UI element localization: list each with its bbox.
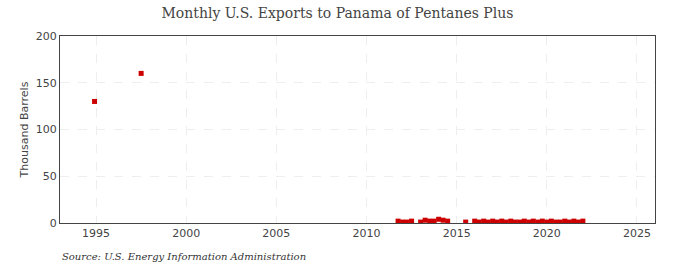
svg-text:200: 200 xyxy=(36,30,57,43)
svg-text:Source: U.S. Energy Informatio: Source: U.S. Energy Information Administ… xyxy=(62,251,306,262)
svg-text:150: 150 xyxy=(36,77,57,90)
svg-text:2025: 2025 xyxy=(623,227,651,240)
svg-text:100: 100 xyxy=(36,123,57,136)
svg-text:Thousand Barrels: Thousand Barrels xyxy=(18,81,31,178)
svg-text:2010: 2010 xyxy=(353,227,381,240)
svg-text:2005: 2005 xyxy=(262,227,290,240)
svg-text:2015: 2015 xyxy=(443,227,471,240)
svg-text:Monthly U.S. Exports to Panama: Monthly U.S. Exports to Panama of Pentan… xyxy=(162,5,514,21)
svg-text:2020: 2020 xyxy=(533,227,561,240)
svg-text:1995: 1995 xyxy=(82,227,110,240)
svg-text:2000: 2000 xyxy=(172,227,200,240)
svg-text:50: 50 xyxy=(43,170,57,183)
svg-text:0: 0 xyxy=(50,217,57,230)
